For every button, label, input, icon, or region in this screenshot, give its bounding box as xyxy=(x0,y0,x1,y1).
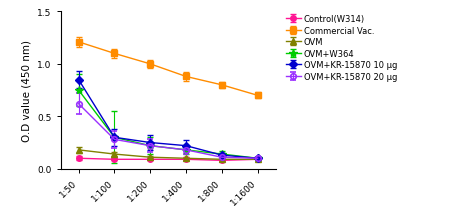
Y-axis label: O.D value (450 nm): O.D value (450 nm) xyxy=(22,40,32,141)
Legend: Control(W314), Commercial Vac., OVM, OVM+W364, OVM+KR-15870 10 μg, OVM+KR-15870 : Control(W314), Commercial Vac., OVM, OVM… xyxy=(284,13,399,83)
